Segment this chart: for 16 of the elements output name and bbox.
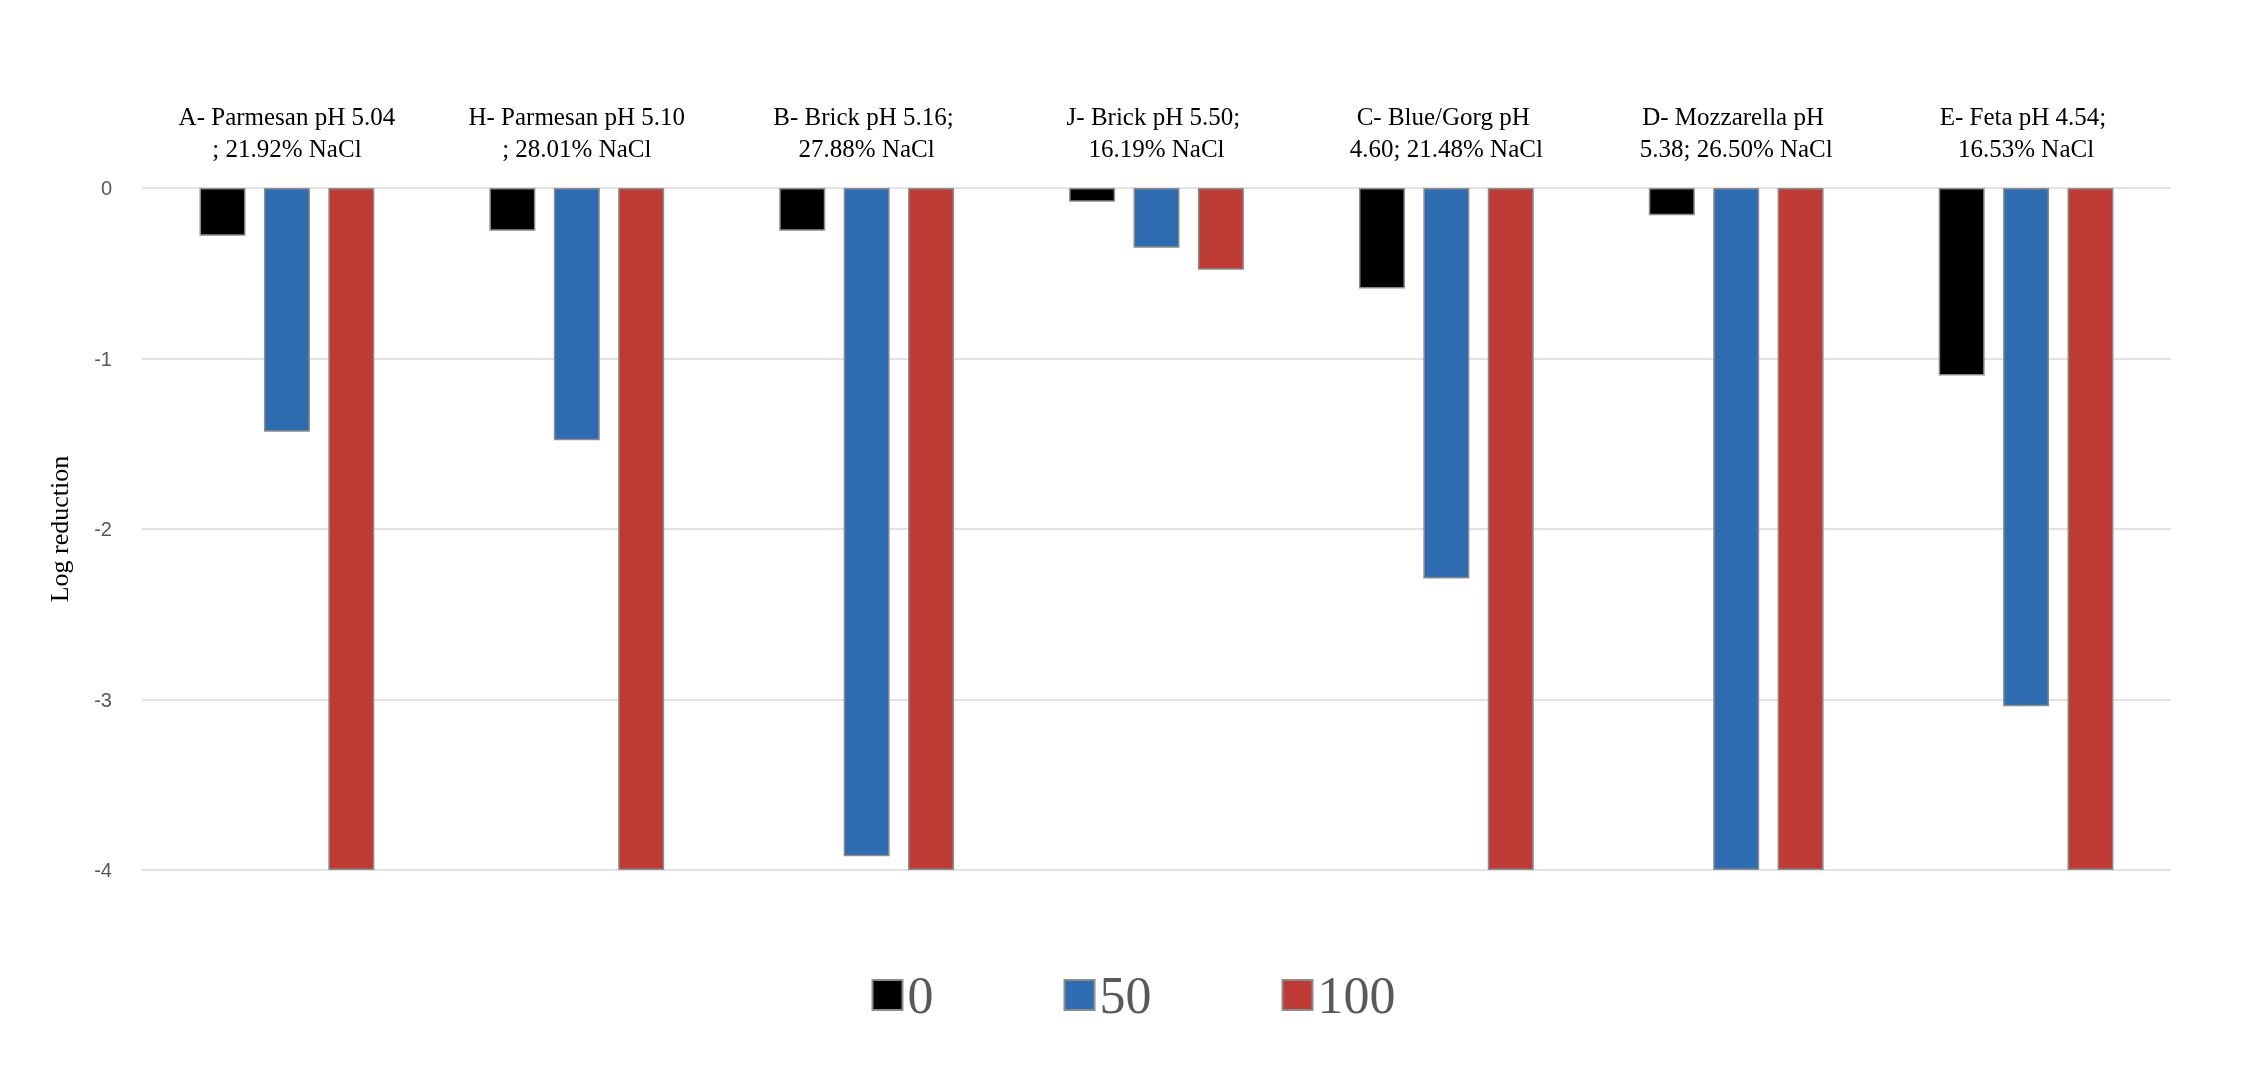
y-tick-label: -1	[94, 347, 112, 370]
x-tick-label: J- Brick pH 5.50; 16.19% NaCl	[1066, 102, 1247, 162]
y-tick-label: -3	[94, 688, 112, 711]
x-tick-label: C- Blue/Gorg pH 4.60; 21.48% NaCl	[1349, 102, 1543, 162]
x-tick-label: B- Brick pH 5.16; 27.88% NaCl	[773, 102, 961, 162]
legend-label: 100	[1317, 966, 1396, 1024]
x-tick-label: H- Parmesan pH 5.10; 28.01% NaCl	[468, 102, 686, 162]
legend-label: 0	[907, 966, 934, 1024]
y-axis-title: Log reduction	[44, 455, 74, 603]
x-tick-label: D- Mozzarella pH 5.38; 26.50% NaCl	[1639, 102, 1833, 162]
x-tick-label: E- Feta pH 4.54; 16.53% NaCl	[1939, 102, 2113, 162]
y-tick-label: 0	[100, 177, 112, 199]
y-tick-label: -4	[94, 859, 112, 881]
legend-label: 50	[1099, 966, 1152, 1024]
x-tick-label: A- Parmesan pH 5.04; 21.92% NaCl	[178, 102, 396, 162]
y-tick-label: -2	[94, 518, 112, 540]
